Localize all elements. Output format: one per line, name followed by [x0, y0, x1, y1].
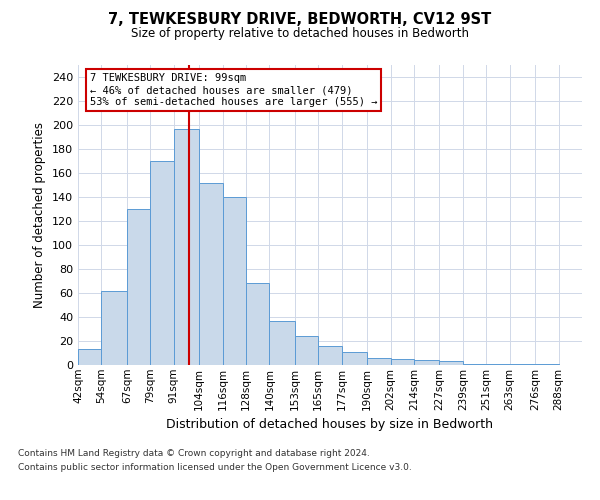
Bar: [199, 182, 223, 365]
Bar: [269, 320, 295, 365]
Bar: [295, 336, 318, 365]
Bar: [101, 290, 127, 365]
Bar: [439, 362, 463, 365]
Text: Contains public sector information licensed under the Open Government Licence v3: Contains public sector information licen…: [18, 464, 412, 472]
Bar: [318, 346, 342, 365]
Bar: [78, 350, 101, 365]
X-axis label: Distribution of detached houses by size in Bedworth: Distribution of detached houses by size …: [167, 418, 493, 431]
Bar: [127, 209, 150, 365]
Bar: [510, 364, 535, 365]
Bar: [486, 364, 510, 365]
Bar: [223, 197, 246, 365]
Bar: [150, 161, 174, 365]
Bar: [463, 364, 486, 365]
Y-axis label: Number of detached properties: Number of detached properties: [34, 122, 46, 308]
Text: Contains HM Land Registry data © Crown copyright and database right 2024.: Contains HM Land Registry data © Crown c…: [18, 448, 370, 458]
Text: 7 TEWKESBURY DRIVE: 99sqm
← 46% of detached houses are smaller (479)
53% of semi: 7 TEWKESBURY DRIVE: 99sqm ← 46% of detac…: [90, 74, 377, 106]
Bar: [414, 360, 439, 365]
Bar: [174, 128, 199, 365]
Bar: [367, 358, 391, 365]
Text: 7, TEWKESBURY DRIVE, BEDWORTH, CV12 9ST: 7, TEWKESBURY DRIVE, BEDWORTH, CV12 9ST: [109, 12, 491, 28]
Bar: [535, 364, 559, 365]
Bar: [246, 284, 269, 365]
Bar: [342, 352, 367, 365]
Text: Size of property relative to detached houses in Bedworth: Size of property relative to detached ho…: [131, 28, 469, 40]
Bar: [391, 359, 414, 365]
